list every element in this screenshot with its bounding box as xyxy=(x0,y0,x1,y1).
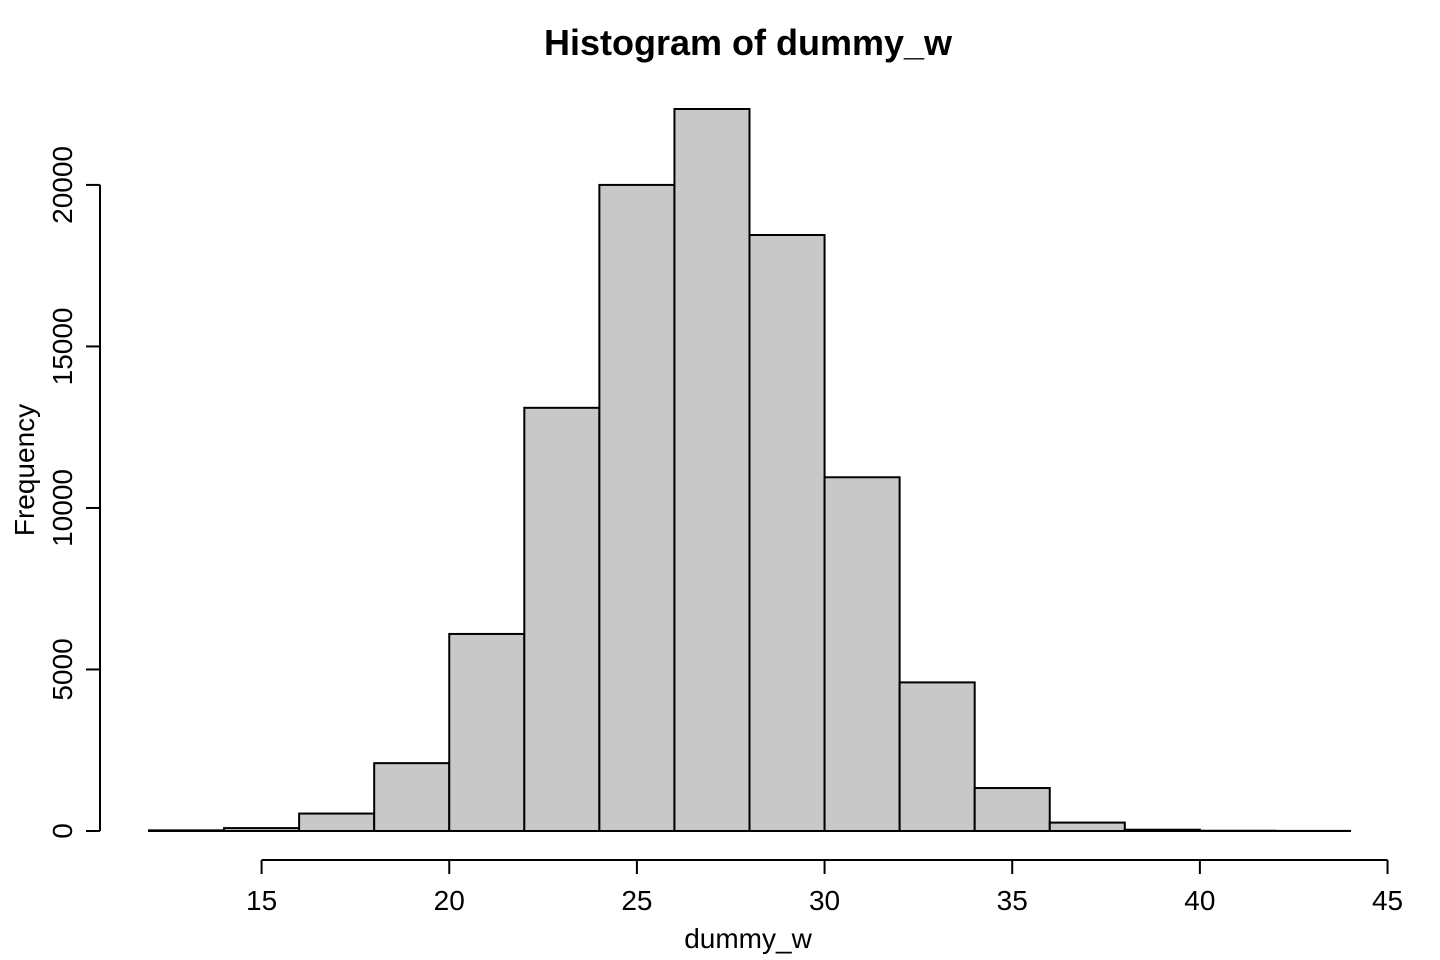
histogram-bar-3 xyxy=(373,762,451,832)
x-tick-label-4: 35 xyxy=(997,885,1028,916)
x-tick-label-5: 40 xyxy=(1184,885,1215,916)
histogram-bar-5 xyxy=(523,406,601,832)
histogram-bar-2 xyxy=(298,812,376,833)
histogram-bar-8 xyxy=(748,233,826,832)
y-tick-label-3: 15000 xyxy=(47,307,78,385)
histogram-bar-11 xyxy=(973,787,1051,832)
y-tick-label-0: 0 xyxy=(47,823,78,839)
histogram-bar-0 xyxy=(148,829,226,833)
chart-title: Histogram of dummy_w xyxy=(544,22,953,63)
histogram-bar-12 xyxy=(1048,821,1126,832)
histogram-bar-9 xyxy=(823,476,901,832)
histogram-bar-6 xyxy=(598,183,676,833)
histogram-bar-13 xyxy=(1123,828,1201,832)
x-tick-label-1: 20 xyxy=(434,885,465,916)
histogram-bar-1 xyxy=(223,827,301,832)
x-tick-label-6: 45 xyxy=(1372,885,1403,916)
y-tick-label-1: 5000 xyxy=(47,638,78,700)
histogram-bar-7 xyxy=(673,108,751,832)
y-tick-label-4: 20000 xyxy=(47,146,78,224)
y-axis-label: Frequency xyxy=(9,404,40,536)
x-axis: 15 20 25 30 35 40 45 xyxy=(246,859,1403,916)
bars-group xyxy=(148,108,1351,833)
x-tick-label-3: 30 xyxy=(809,885,840,916)
x-tick-label-2: 25 xyxy=(621,885,652,916)
histogram-bar-4 xyxy=(448,632,526,833)
y-tick-label-2: 10000 xyxy=(47,469,78,547)
x-axis-label: dummy_w xyxy=(684,923,812,954)
x-tick-label-0: 15 xyxy=(246,885,277,916)
histogram-bar-10 xyxy=(898,681,976,832)
y-axis: 0 5000 10000 15000 20000 xyxy=(47,146,101,839)
